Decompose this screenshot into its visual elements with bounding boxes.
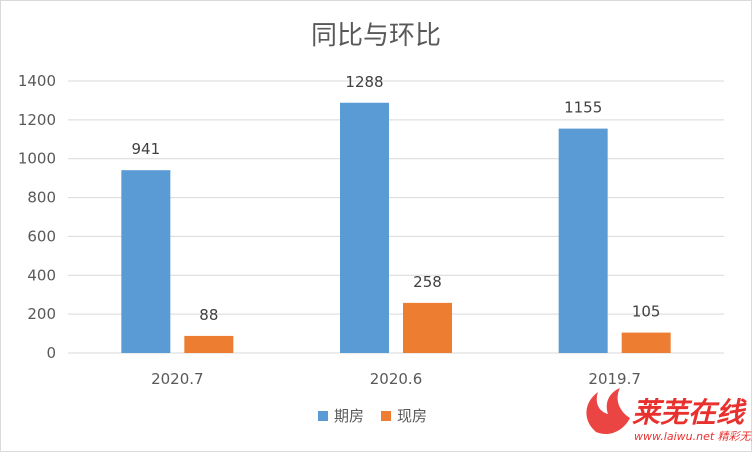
chart-title: 同比与环比: [311, 21, 441, 51]
data-label: 1155: [564, 99, 602, 117]
x-axis: 2020.7 2020.6 2019.7: [151, 370, 641, 388]
legend-label: 现房: [397, 407, 427, 425]
y-tick-label: 800: [27, 189, 56, 207]
data-labels: 941 88 1288 258 1155 105: [132, 73, 661, 324]
bar: [340, 102, 389, 353]
y-tick-label: 600: [27, 227, 56, 245]
data-label: 1288: [345, 73, 383, 91]
legend-swatch: [381, 411, 391, 421]
x-tick-label: 2019.7: [588, 370, 641, 388]
y-axis: 0 200 400 600 800 1000 1200 1400: [18, 72, 56, 362]
bar: [621, 332, 671, 353]
legend-label: 期房: [334, 407, 364, 425]
y-tick-label: 1400: [18, 72, 56, 90]
bar: [184, 335, 234, 353]
x-tick-label: 2020.6: [370, 370, 423, 388]
y-tick-label: 1200: [18, 111, 56, 129]
bar: [558, 128, 608, 353]
gridlines: [68, 80, 724, 354]
data-label: 258: [413, 273, 442, 291]
legend-swatch: [318, 411, 328, 421]
y-tick-label: 200: [27, 305, 56, 323]
watermark-logo: 莱芜在线 www.laiwu.net 精彩无限: [586, 388, 752, 443]
bar: [121, 170, 171, 353]
y-tick-label: 400: [27, 266, 56, 284]
flame-logo-icon: [586, 388, 630, 435]
x-tick-label: 2020.7: [151, 370, 204, 388]
data-label: 941: [132, 140, 161, 158]
bar: [403, 302, 452, 353]
data-label: 105: [632, 303, 661, 321]
y-tick-label: 1000: [18, 150, 56, 168]
y-tick-label: 0: [46, 344, 56, 362]
legend: 期房 现房: [318, 407, 427, 425]
watermark-subtitle: www.laiwu.net 精彩无限: [634, 430, 752, 443]
watermark-title: 莱芜在线: [632, 396, 747, 429]
bars: [121, 102, 671, 353]
data-label: 88: [199, 306, 218, 324]
